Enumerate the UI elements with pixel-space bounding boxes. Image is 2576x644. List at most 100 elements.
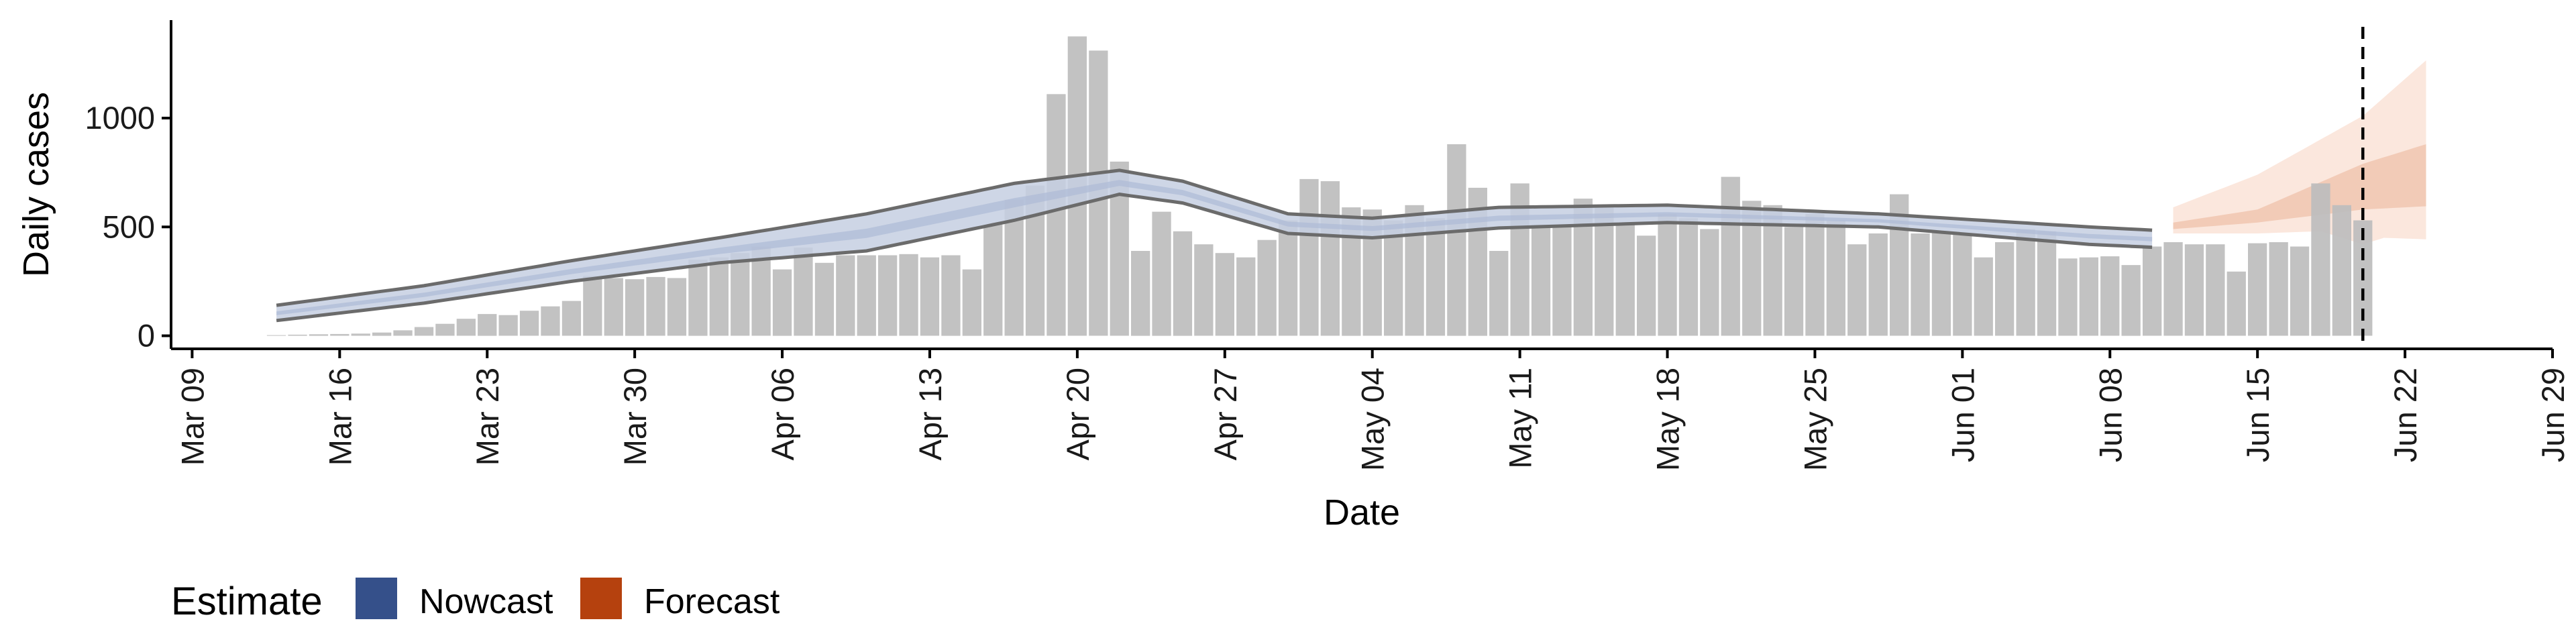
bar-mark [2184, 244, 2204, 336]
bar-mark [1805, 213, 1825, 336]
bar-mark [1658, 213, 1677, 336]
bar-mark [2143, 246, 2162, 336]
bar-mark [1447, 144, 1466, 336]
legend-title: Estimate [171, 580, 323, 623]
bars-layer [266, 36, 2373, 336]
bar-mark [1299, 178, 1319, 336]
bar-mark [1911, 233, 1930, 336]
bar-mark [688, 260, 708, 336]
bar-mark [794, 248, 813, 336]
y-tick-label: 500 [103, 209, 155, 244]
bar-mark [1615, 225, 1635, 336]
bar-mark [561, 301, 582, 336]
bar-mark [266, 335, 286, 336]
bar-mark [1974, 257, 1993, 336]
bar-mark [2226, 271, 2246, 336]
bar-mark [920, 257, 940, 336]
x-tick-label: Mar 09 [174, 368, 210, 466]
bar-mark [1489, 251, 1509, 336]
x-tick-label: May 11 [1503, 368, 1538, 469]
y-axis-title: Daily cases [16, 92, 56, 277]
bar-mark [2311, 183, 2330, 336]
x-tick-label: Jun 01 [1945, 368, 1980, 462]
legend-swatch-forecast [580, 578, 622, 619]
x-tick-label: Mar 30 [617, 368, 653, 466]
bar-mark [1152, 211, 1171, 336]
bar-mark [1953, 233, 1972, 336]
bar-mark [1531, 225, 1551, 336]
bar-mark [1257, 239, 1277, 336]
x-tick-label: May 25 [1797, 368, 1833, 471]
x-tick-label: Mar 16 [322, 368, 358, 466]
bar-mark [899, 254, 918, 336]
bar-mark [1194, 244, 1214, 336]
x-tick-label: Jun 29 [2535, 368, 2571, 462]
bar-mark [625, 279, 645, 336]
bar-mark [814, 262, 835, 336]
bar-mark [1426, 218, 1446, 336]
bar-mark [1700, 229, 1719, 336]
bar-mark [2269, 242, 2288, 336]
x-tick-label: Apr 20 [1060, 368, 1095, 460]
bar-mark [372, 332, 392, 336]
bar-mark [583, 276, 602, 336]
bar-mark [1278, 220, 1298, 336]
bar-mark [2206, 244, 2225, 336]
bar-mark [2121, 265, 2141, 336]
bar-mark [941, 255, 961, 336]
bar-mark [1595, 207, 1614, 336]
bar-mark [1826, 220, 1845, 336]
bar-mark [1236, 257, 1256, 336]
nowcast-band-inner [276, 180, 2153, 315]
bar-mark [604, 278, 623, 336]
bar-mark [478, 314, 497, 336]
bar-mark [1384, 220, 1403, 336]
bar-mark [2332, 205, 2351, 336]
bar-mark [1320, 181, 1340, 336]
nowcast-lower-line [276, 193, 2153, 323]
bar-mark [1868, 233, 1888, 336]
bar-mark [2079, 257, 2098, 336]
bar-mark [2058, 258, 2078, 336]
bar-mark [2163, 242, 2183, 336]
bar-mark [1173, 231, 1193, 336]
bar-mark [731, 253, 750, 336]
bar-mark [1215, 253, 1234, 336]
bar-mark [456, 319, 476, 336]
legend: Estimate Nowcast Forecast [171, 578, 780, 623]
bar-mark [1637, 235, 1656, 336]
x-tick-label: Apr 27 [1208, 368, 1243, 460]
bar-mark [1931, 231, 1951, 336]
bar-mark [667, 278, 687, 336]
bar-mark [414, 327, 434, 336]
bar-mark [1131, 251, 1150, 336]
legend-label-nowcast: Nowcast [419, 582, 553, 621]
bar-mark [519, 311, 539, 336]
axes-layer: 0 500 1000 Mar 09 Mar 16 Mar 23 Mar 30 Apr 06 Ap… [16, 20, 2571, 533]
bar-mark [962, 269, 981, 336]
bar-mark [857, 255, 876, 336]
bar-mark [1784, 227, 1804, 336]
legend-label-forecast: Forecast [644, 582, 780, 621]
bar-mark [1721, 176, 1740, 336]
bar-mark [541, 306, 560, 336]
x-tick-label: Apr 13 [912, 368, 948, 460]
bar-mark [646, 276, 665, 336]
bar-mark [498, 315, 518, 336]
bar-mark [2100, 256, 2120, 336]
bar-mark [330, 333, 350, 336]
bar-mark [2016, 229, 2035, 336]
bar-mark [836, 255, 855, 336]
bar-mark [288, 334, 307, 336]
bar-mark [393, 330, 413, 336]
bar-mark [1552, 225, 1572, 336]
bar-mark [1678, 218, 1699, 336]
x-tick-label: Jun 15 [2240, 368, 2275, 462]
bar-mark [878, 255, 898, 336]
bar-mark [2290, 246, 2310, 336]
x-tick-label: May 04 [1355, 368, 1391, 471]
bar-mark [435, 323, 455, 336]
forecast-bands [2173, 60, 2426, 245]
